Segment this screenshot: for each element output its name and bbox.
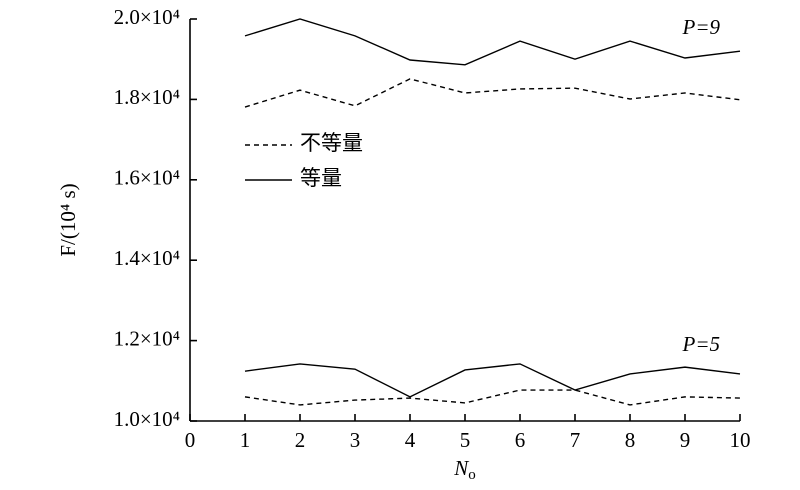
x-axis-label: No	[453, 456, 476, 484]
y-tick-label: 1.2×10⁴	[114, 326, 180, 350]
y-axis-label: F/(10⁴ s)	[56, 183, 80, 256]
x-tick-label: 1	[240, 428, 251, 452]
y-tick-label: 1.6×10⁴	[114, 166, 180, 190]
y-tick-label: 1.4×10⁴	[114, 246, 180, 270]
x-axis-label-sub: o	[468, 467, 476, 483]
x-tick-label: 3	[350, 428, 361, 452]
y-tick-label: 2.0×10⁴	[114, 5, 180, 29]
x-tick-label: 2	[295, 428, 306, 452]
x-tick-label: 4	[405, 428, 416, 452]
series-line	[244, 363, 741, 398]
x-tick-label: 9	[680, 428, 691, 452]
x-axis-label-main: N	[453, 456, 469, 480]
x-tick-label: 6	[515, 428, 526, 452]
series-line	[244, 18, 741, 66]
series-line	[244, 389, 741, 406]
annotation: P=5	[682, 332, 721, 356]
x-tick-label: 10	[730, 428, 751, 452]
y-tick-label: 1.0×10⁴	[114, 407, 180, 431]
x-tick-label: 8	[625, 428, 636, 452]
annotation: P=9	[682, 15, 721, 39]
legend-label: 不等量	[300, 131, 363, 155]
legend-label: 等量	[300, 166, 342, 190]
x-tick-label: 5	[460, 428, 471, 452]
x-tick-label: 7	[570, 428, 581, 452]
x-tick-label: 0	[185, 428, 196, 452]
series-line	[244, 78, 741, 108]
y-tick-label: 1.8×10⁴	[114, 85, 180, 109]
